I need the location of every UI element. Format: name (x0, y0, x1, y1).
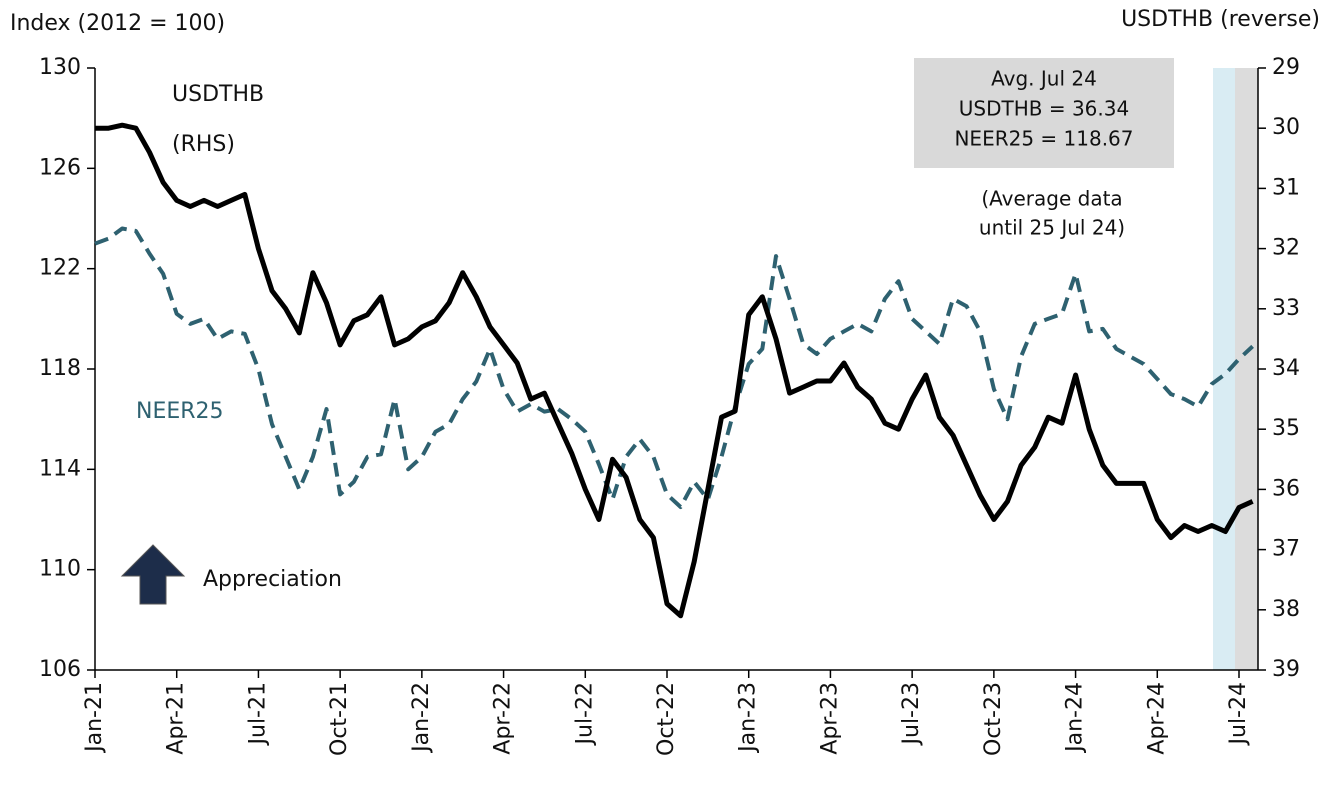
note-text: (Average data (981, 187, 1122, 211)
box-text: USDTHB = 36.34 (959, 97, 1129, 121)
x-tick-label: Jan-21 (82, 682, 107, 754)
series-label: USDTHB (172, 82, 264, 107)
y2-tick-label: 29 (1272, 55, 1300, 80)
x-tick-label: Apr-24 (1144, 682, 1169, 755)
y2-axis-title: USDTHB (reverse) (1121, 7, 1320, 32)
y-tick-label: 106 (39, 657, 81, 682)
y-tick-label: 114 (39, 456, 81, 481)
x-tick-label: Apr-21 (164, 682, 189, 755)
annotation: Appreciation (203, 567, 342, 592)
x-tick-label: Jul-22 (572, 682, 597, 746)
y2-tick-label: 35 (1272, 416, 1300, 441)
x-tick-label: Apr-22 (491, 682, 516, 755)
box-text: Avg. Jul 24 (991, 67, 1097, 91)
shade-july (1235, 68, 1258, 670)
y-axis-title: Index (2012 = 100) (10, 11, 225, 36)
avg-box (914, 58, 1174, 168)
y-tick-label: 110 (39, 557, 81, 582)
x-tick-label: Oct-23 (981, 682, 1006, 756)
y-tick-label: 118 (39, 356, 81, 381)
y2-tick-label: 31 (1272, 175, 1300, 200)
note-text: until 25 Jul 24) (979, 216, 1125, 240)
y-tick-label: 130 (39, 55, 81, 80)
x-tick-label: Apr-23 (817, 682, 842, 755)
y2-tick-label: 30 (1272, 115, 1300, 140)
y-tick-label: 126 (39, 155, 81, 180)
x-tick-label: Jul-24 (1226, 682, 1251, 746)
y2-tick-label: 37 (1272, 537, 1300, 562)
series-label: NEER25 (136, 399, 224, 424)
y-tick-label: 122 (39, 256, 81, 281)
series-line (95, 122, 1254, 619)
box-text: NEER25 = 118.67 (954, 127, 1133, 151)
x-tick-label: Oct-22 (654, 682, 679, 756)
y2-tick-label: 34 (1272, 356, 1300, 381)
x-tick-label: Oct-21 (327, 682, 352, 756)
y2-tick-label: 39 (1272, 657, 1300, 682)
y2-tick-label: 33 (1272, 296, 1300, 321)
x-tick-label: Jan-22 (409, 682, 434, 754)
x-tick-label: Jan-24 (1063, 682, 1088, 754)
y2-tick-label: 38 (1272, 597, 1300, 622)
arrow-icon (120, 544, 186, 605)
y2-tick-label: 32 (1272, 236, 1300, 261)
x-tick-label: Jul-21 (245, 682, 270, 746)
x-tick-label: Jan-23 (736, 682, 761, 754)
x-tick-label: Jul-23 (899, 682, 924, 746)
y2-tick-label: 36 (1272, 476, 1300, 501)
series-line (94, 226, 1254, 509)
annotation: (RHS) (172, 132, 235, 157)
